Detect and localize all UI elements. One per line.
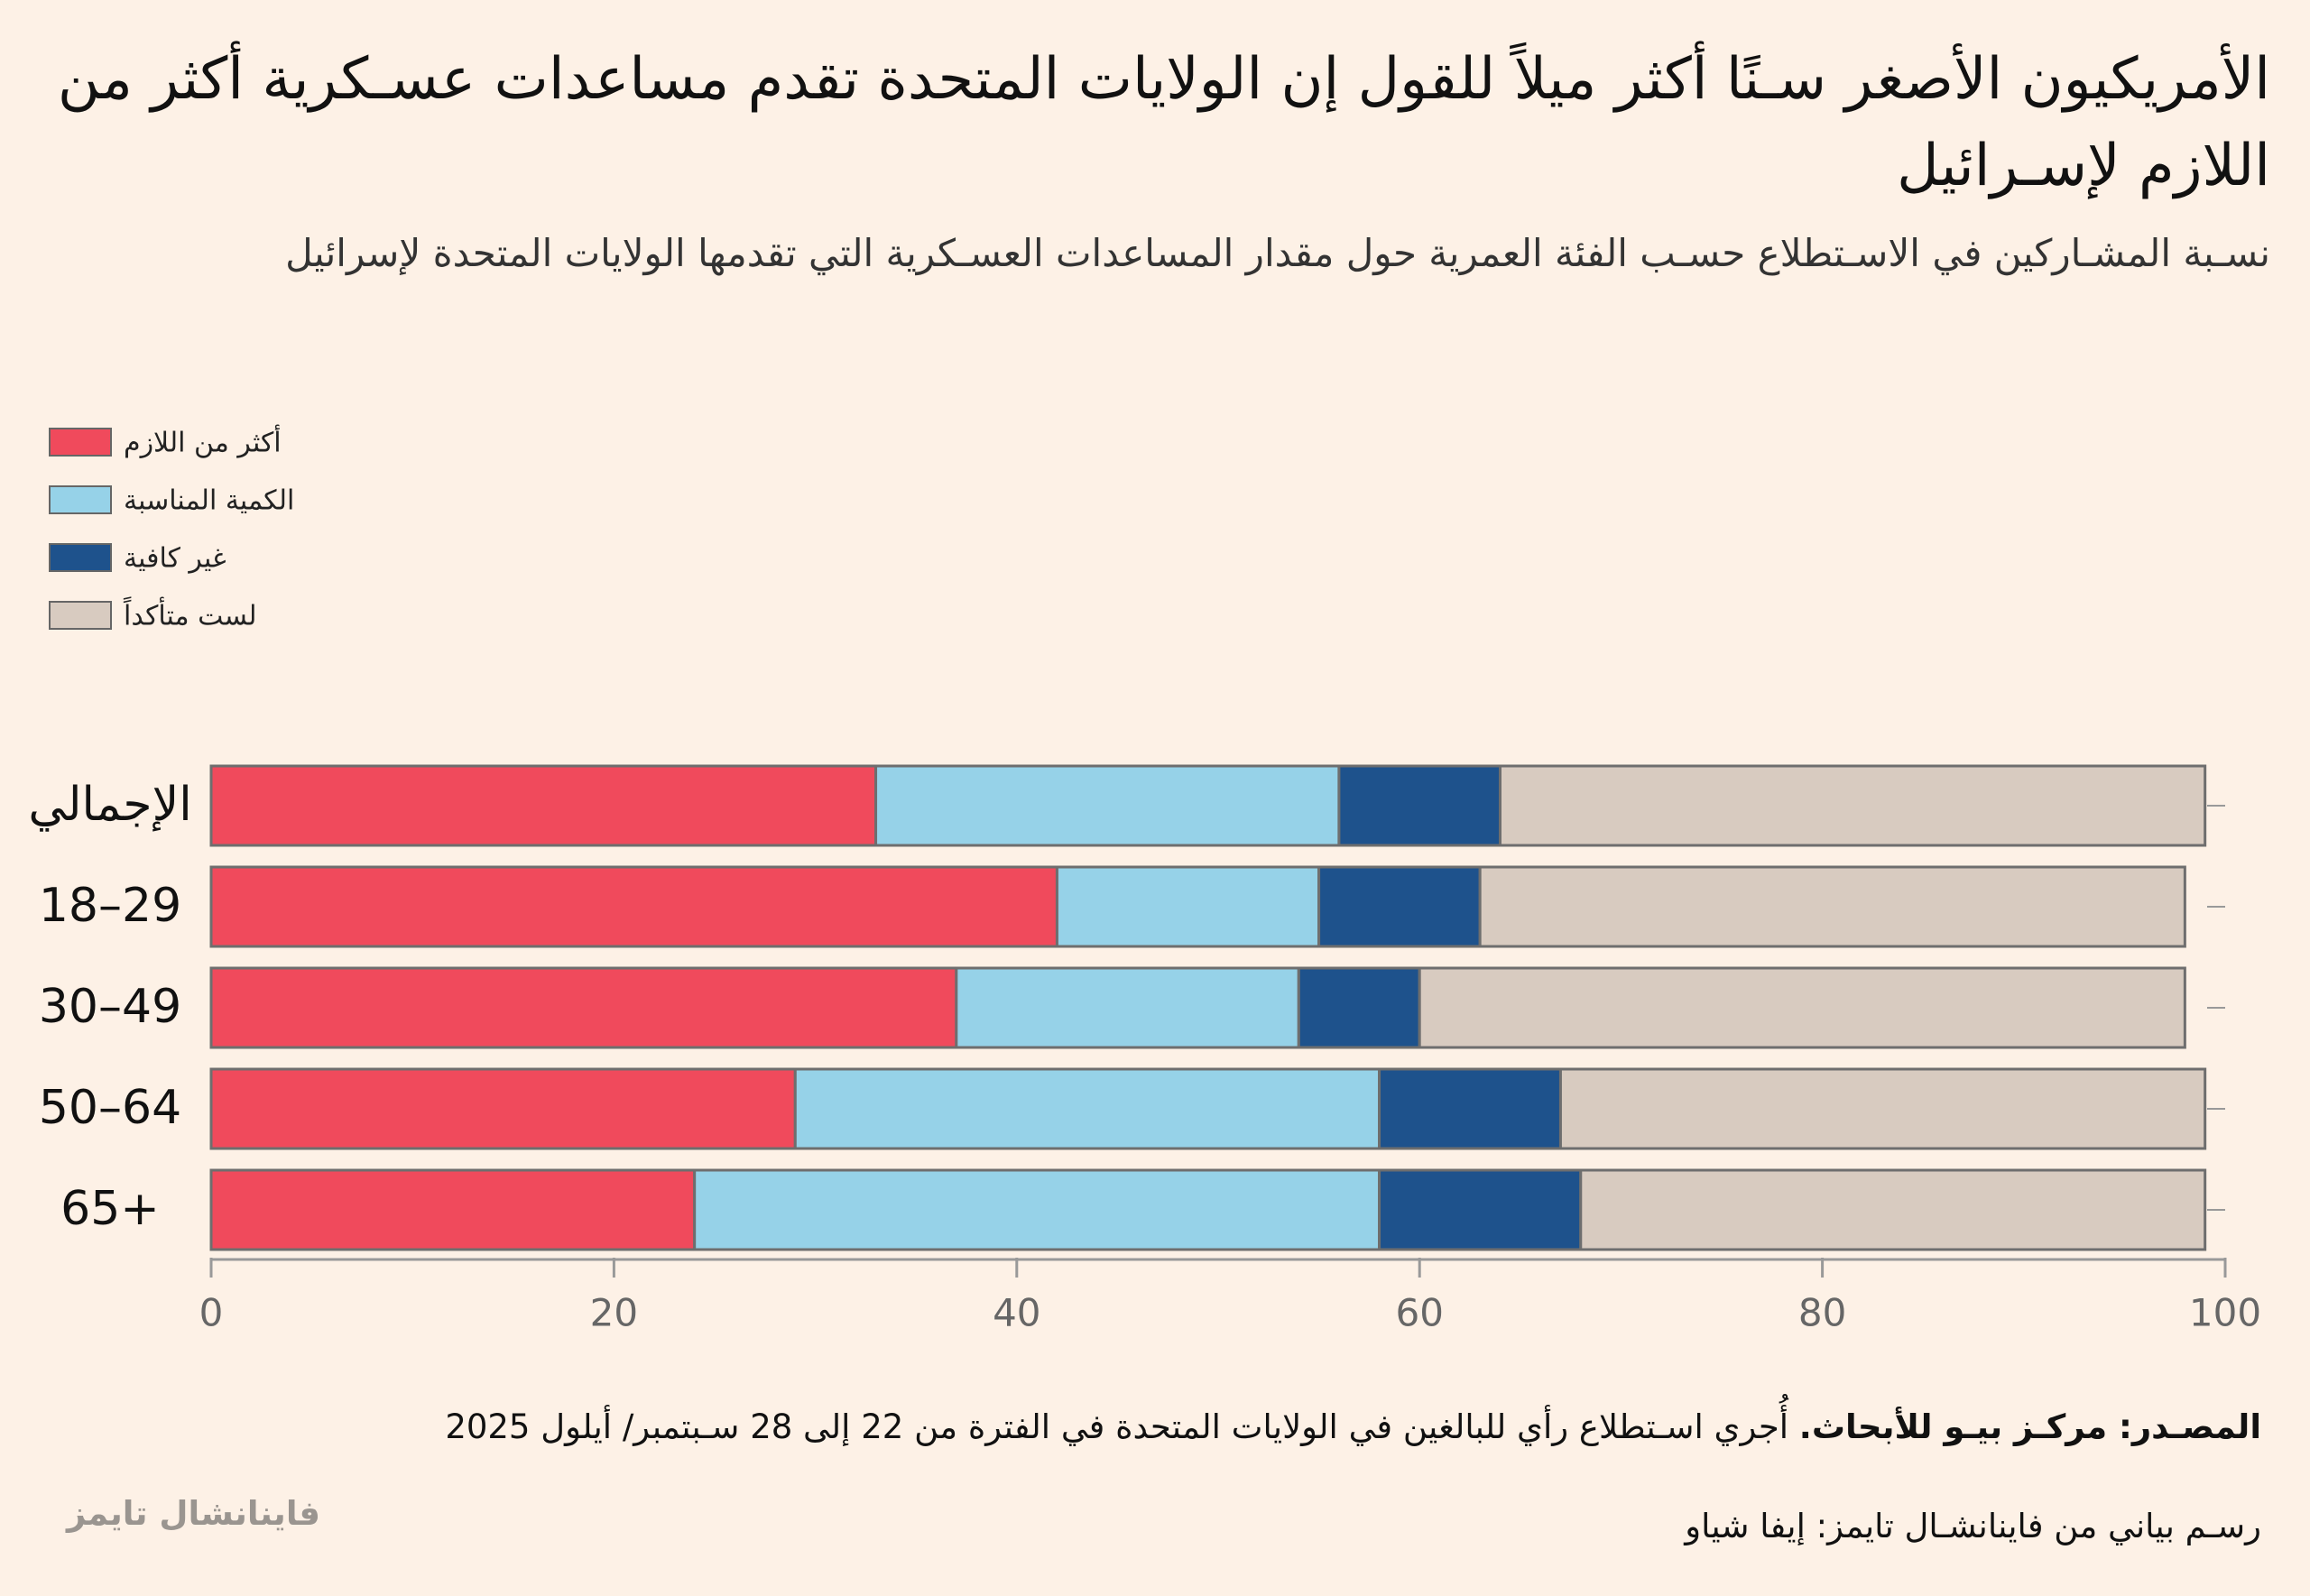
bar-segment (1337, 764, 1502, 847)
bar-segment (1418, 966, 2186, 1049)
bar-segment (1317, 865, 1482, 948)
y-tick-label: الإجمالي (28, 778, 191, 832)
chart-subtitle: نسـبة المشـاركين في الاسـتطلاع حسـب الفئ… (285, 231, 2270, 275)
bar-segment (955, 966, 1300, 1049)
x-tick-label: 0 (199, 1291, 224, 1335)
bar-segment (1558, 1067, 2207, 1150)
credit: رسـم بياني من فاينانشـال تايمز: إيفا شيا… (1685, 1507, 2261, 1545)
x-tick-label: 60 (1395, 1291, 1443, 1335)
x-tick-label: 40 (993, 1291, 1040, 1335)
bar-segment (209, 764, 878, 847)
x-tick-label: 80 (1798, 1291, 1846, 1335)
bar-segment (209, 1168, 697, 1251)
bar-segment (793, 1067, 1381, 1150)
source-label: المصـدر: مركـز بيـو للأبحاث. (1798, 1407, 2261, 1446)
bar-segment (1297, 966, 1421, 1049)
legend-swatch (49, 485, 112, 514)
bar-segment (209, 1067, 797, 1150)
legend-label: غير كافية (124, 543, 226, 575)
bar-segment (1378, 1168, 1583, 1251)
y-tick-label: 18–29 (39, 879, 181, 933)
bar-segment (1498, 764, 2207, 847)
y-tick-label: 65+ (60, 1182, 160, 1236)
bar-segment (874, 764, 1341, 847)
source-text: أُجري اسـتطلاع رأي للبالغين في الولايات … (445, 1407, 1789, 1446)
x-tick-label: 20 (590, 1291, 638, 1335)
bar-segment (209, 865, 1058, 948)
source: المصـدر: مركـز بيـو للأبحاث. أُجري اسـتط… (42, 1407, 2261, 1446)
legend-label: الكمية المناسبة (124, 485, 294, 517)
logo: فاينانشال تايمز (67, 1494, 320, 1533)
bar-segment (1378, 1067, 1562, 1150)
legend-swatch (49, 543, 112, 572)
legend-label: لست متأكداً (124, 596, 257, 632)
legend-swatch (49, 601, 112, 630)
legend-swatch (49, 428, 112, 457)
x-tick-label: 100 (2189, 1291, 2261, 1335)
y-tick-label: 30–49 (39, 980, 181, 1034)
chart-title: الأمريكيون الأصغر سـنًا أكثر ميلاً للقول… (57, 46, 2270, 199)
legend-label: أكثر من اللازم (124, 424, 282, 459)
bar-segment (1579, 1168, 2207, 1251)
bar-segment (1478, 865, 2186, 948)
bar-segment (209, 966, 958, 1049)
bar-segment (1055, 865, 1321, 948)
bar-segment (693, 1168, 1381, 1251)
y-tick-label: 50–64 (39, 1081, 181, 1135)
